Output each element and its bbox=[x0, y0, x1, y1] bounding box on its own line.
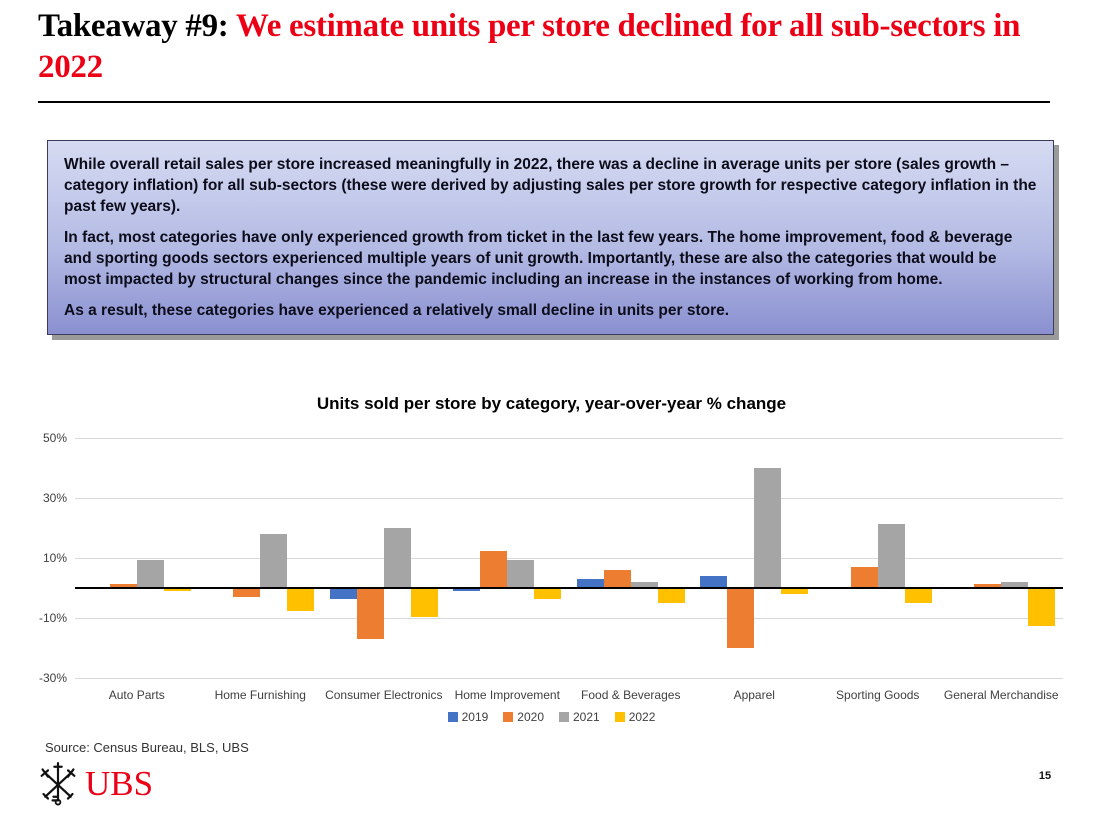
category-label: Apparel bbox=[733, 688, 775, 702]
legend-item-2020: 2020 bbox=[503, 710, 544, 724]
y-axis-tick-label: 30% bbox=[42, 491, 67, 505]
callout-box: While overall retail sales per store inc… bbox=[47, 140, 1054, 335]
y-axis-tick-label: -30% bbox=[38, 671, 67, 685]
bar-2019-home-improvement bbox=[453, 588, 481, 591]
legend-label: 2021 bbox=[573, 710, 600, 724]
gridline bbox=[75, 438, 1063, 439]
x-axis-zero-line bbox=[75, 587, 1063, 589]
title-emphasis: We estimate units per store declined for… bbox=[38, 8, 1021, 85]
callout-paragraph-2: In fact, most categories have only exper… bbox=[64, 229, 1013, 288]
legend-item-2021: 2021 bbox=[559, 710, 600, 724]
category-label: Home Improvement bbox=[454, 688, 560, 702]
chart-legend: 2019 2020 2021 2022 bbox=[0, 710, 1103, 724]
legend-item-2019: 2019 bbox=[447, 710, 489, 724]
bar-2019-apparel bbox=[700, 576, 728, 588]
bar-2022-auto-parts bbox=[163, 588, 191, 591]
legend-swatch-icon bbox=[503, 712, 514, 722]
callout-paragraph-3: As a result, these categories have exper… bbox=[64, 302, 730, 319]
bar-2020-apparel bbox=[727, 588, 755, 648]
bar-2020-auto-parts bbox=[109, 583, 137, 588]
legend-label: 2022 bbox=[628, 710, 656, 724]
source-note: Source: Census Bureau, BLS, UBS bbox=[45, 740, 249, 755]
legend-label: 2019 bbox=[461, 710, 489, 724]
title-prefix: Takeaway #9: bbox=[38, 8, 236, 44]
y-axis-tick-label: 10% bbox=[42, 551, 67, 565]
bar-2021-home-furnishing bbox=[260, 534, 288, 588]
category-label: Food & Beverages bbox=[581, 688, 681, 702]
legend-swatch-icon bbox=[447, 712, 458, 722]
category-label: Consumer Electronics bbox=[325, 688, 443, 702]
legend-swatch-icon bbox=[559, 712, 569, 722]
legend-label: 2020 bbox=[517, 710, 544, 724]
bar-2020-general-merchandise bbox=[974, 583, 1002, 588]
gridline bbox=[75, 678, 1063, 679]
category-label: General Merchandise bbox=[943, 688, 1059, 702]
bar-2022-general-merchandise bbox=[1028, 588, 1056, 626]
bar-2022-sporting-goods bbox=[904, 588, 932, 603]
plot-area: 50% 30% 10% -10% -30% bbox=[39, 431, 1063, 685]
bar-2019-consumer-electronics bbox=[329, 588, 357, 599]
chart-title: Units sold per store by category, year-o… bbox=[316, 394, 787, 413]
category-label: Auto Parts bbox=[108, 688, 165, 702]
gridline bbox=[75, 618, 1063, 619]
y-axis-tick-label: -10% bbox=[38, 611, 67, 625]
bar-2020-food-beverages bbox=[603, 570, 631, 588]
bar-2022-consumer-electronics bbox=[410, 588, 438, 617]
bar-2019-food-beverages bbox=[576, 579, 604, 588]
bar-2021-apparel bbox=[754, 468, 782, 588]
gridline bbox=[75, 558, 1063, 559]
legend-swatch-icon bbox=[614, 712, 625, 722]
legend-item-2022: 2022 bbox=[614, 710, 656, 724]
gridline bbox=[75, 498, 1063, 499]
ubs-wordmark: UBS bbox=[85, 764, 154, 803]
bar-2021-auto-parts bbox=[136, 559, 164, 588]
bar-2020-sporting-goods bbox=[850, 567, 878, 588]
bar-2021-general-merchandise bbox=[1001, 582, 1029, 588]
title-underline bbox=[38, 101, 1050, 103]
category-label: Home Furnishing bbox=[214, 688, 306, 702]
y-axis-tick-label: 50% bbox=[42, 431, 67, 445]
bar-2020-home-furnishing bbox=[233, 588, 261, 597]
bar-chart: Units sold per store by category, year-o… bbox=[0, 392, 1103, 742]
bar-2022-food-beverages bbox=[657, 588, 685, 603]
slide-title: Takeaway #9: We estimate units per store… bbox=[38, 6, 1053, 88]
ubs-logo: UBS bbox=[38, 762, 153, 806]
callout-paragraph-1: While overall retail sales per store inc… bbox=[64, 156, 1037, 215]
bar-2021-food-beverages bbox=[630, 582, 658, 588]
category-label: Sporting Goods bbox=[836, 688, 920, 702]
bar-2020-home-improvement bbox=[480, 550, 508, 588]
category-axis: Auto Parts Home Furnishing Consumer Electr… bbox=[75, 688, 1063, 702]
bar-2021-sporting-goods bbox=[877, 523, 905, 588]
page-number: 15 bbox=[1038, 770, 1052, 782]
bar-2022-home-furnishing bbox=[287, 588, 315, 611]
bar-2022-home-improvement bbox=[534, 588, 562, 599]
bar-2021-home-improvement bbox=[507, 559, 535, 588]
bar-2022-apparel bbox=[781, 588, 809, 594]
bar-2020-consumer-electronics bbox=[356, 588, 384, 639]
bar-2021-consumer-electronics bbox=[383, 528, 411, 588]
ubs-keys-icon bbox=[40, 762, 76, 806]
